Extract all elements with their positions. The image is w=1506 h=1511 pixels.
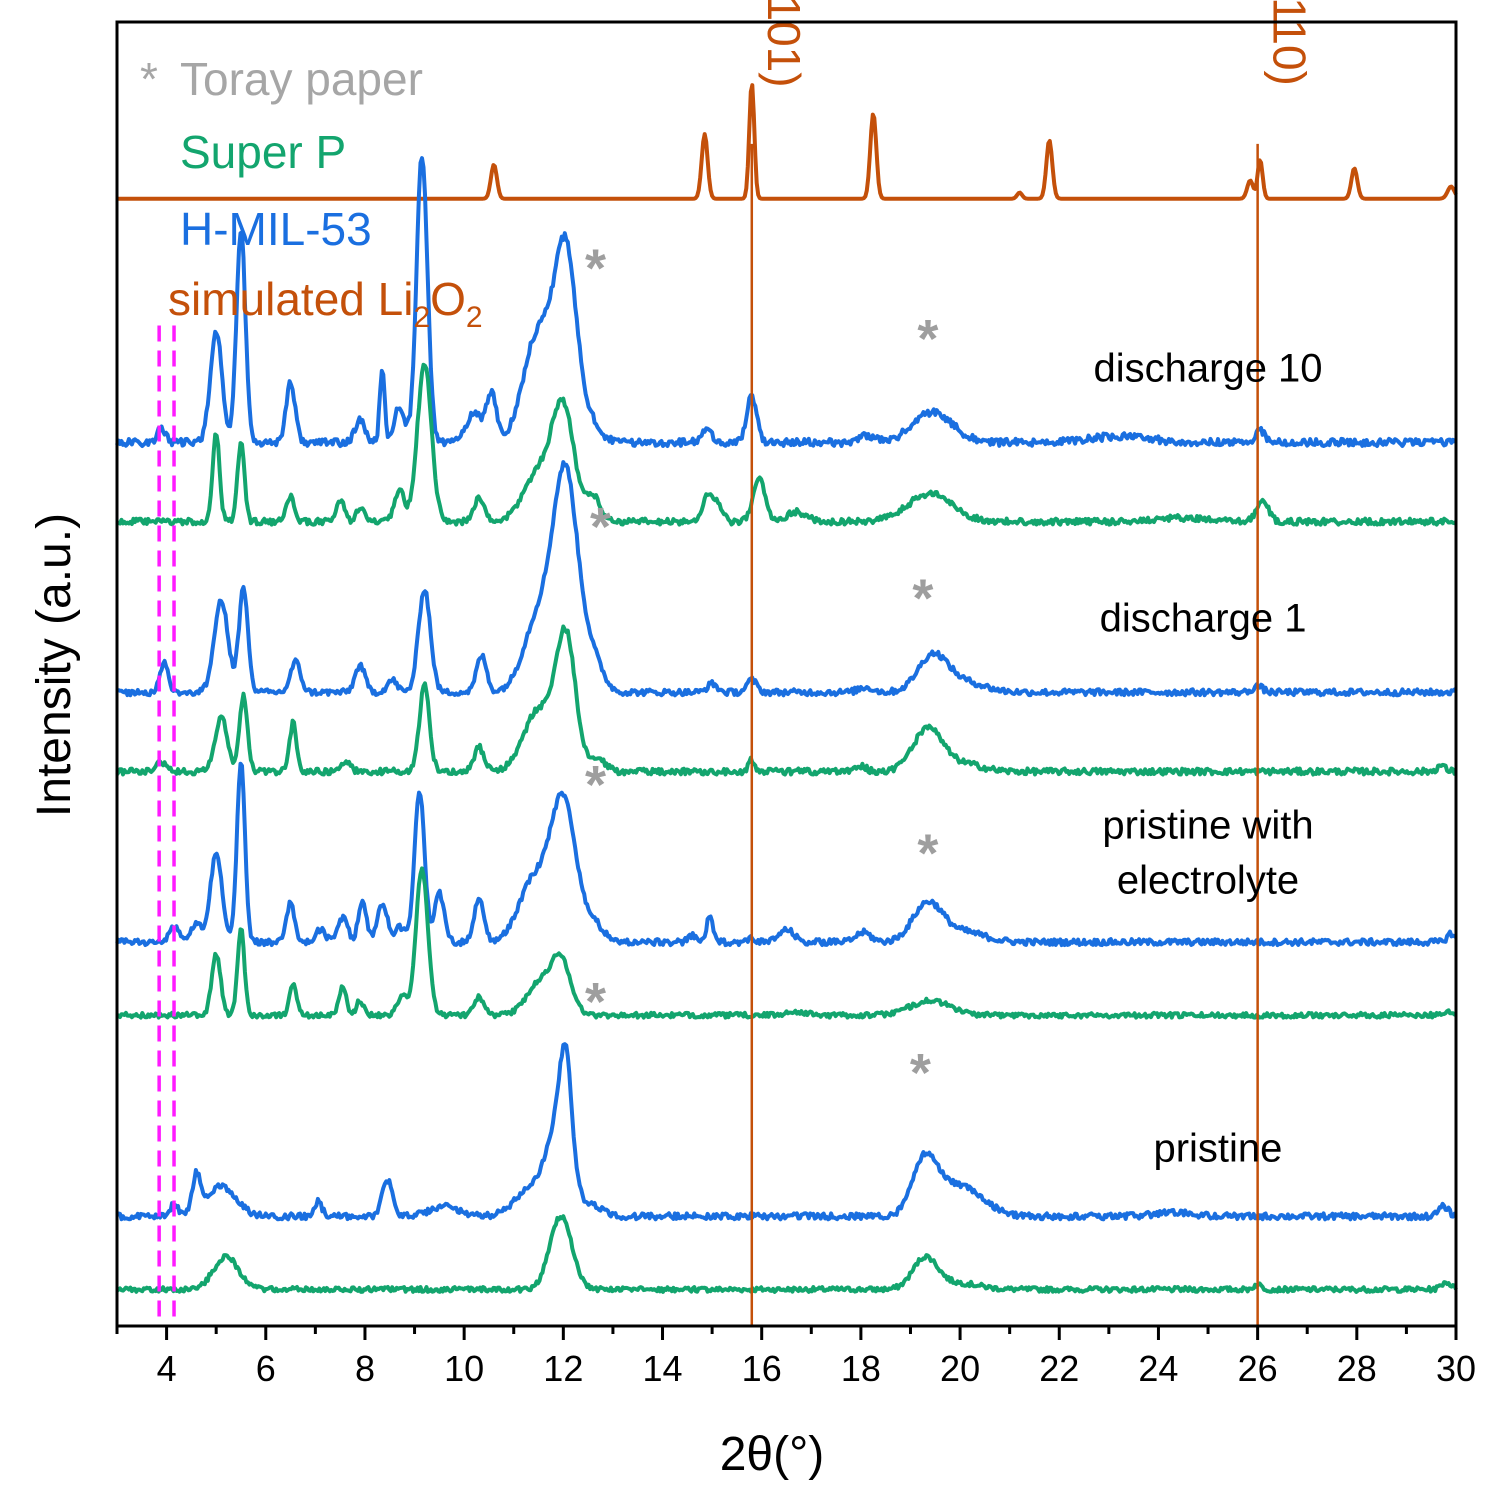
x-tick-label: 18 xyxy=(841,1348,881,1389)
series-line-1 xyxy=(115,156,1458,449)
legend-li2o2-sub1: 2 xyxy=(413,301,430,334)
toray-marker-2: * xyxy=(590,497,611,557)
toray-marker-0: * xyxy=(585,238,606,298)
x-tick-label: 6 xyxy=(256,1348,276,1389)
x-axis-title: 2θ(°) xyxy=(720,1428,825,1481)
x-tick-label: 4 xyxy=(157,1348,177,1389)
legend-toray-paper: Toray paper xyxy=(180,53,423,105)
legend-li2o2-base: simulated Li xyxy=(168,273,413,325)
series-line-3 xyxy=(116,460,1458,698)
sample-label-0: discharge 10 xyxy=(1094,347,1323,391)
x-tick-label: 12 xyxy=(543,1348,583,1389)
sample-label-3: electrolyte xyxy=(1117,858,1299,902)
annotations-layer: discharge 10 discharge 1 pristine with elec… xyxy=(585,238,1322,1170)
plot-frame xyxy=(115,20,1458,1328)
x-tick-label: 8 xyxy=(355,1348,375,1389)
x-tick-label: 22 xyxy=(1039,1348,1079,1389)
series-line-0 xyxy=(116,83,1458,201)
legend-super-p: Super P xyxy=(180,126,346,178)
reference-label-0: (101) xyxy=(758,0,810,88)
series-line-2 xyxy=(115,362,1458,527)
toray-marker-4: * xyxy=(585,755,606,815)
x-axis-ticks: 4 6 8 10 12 14 16 18 20 22 24 26 28 30 xyxy=(115,1326,1476,1389)
series-line-4 xyxy=(115,624,1458,777)
toray-marker-5: * xyxy=(917,823,938,883)
legend-simulated-li2o2: simulated Li2O2 xyxy=(168,273,483,334)
toray-marker-1: * xyxy=(917,309,938,369)
legend-li2o2-mid: O xyxy=(430,273,466,325)
series-line-7 xyxy=(116,1042,1458,1222)
series-line-5 xyxy=(115,761,1458,948)
toray-marker-3: * xyxy=(912,569,933,629)
legend-h-mil-53: H-MIL-53 xyxy=(180,203,372,255)
y-axis-title: Intensity (a.u.) xyxy=(28,513,81,817)
sample-label-2: pristine with xyxy=(1102,804,1313,848)
series-line-8 xyxy=(115,1214,1458,1294)
x-tick-label: 14 xyxy=(642,1348,682,1389)
series-line-6 xyxy=(115,866,1457,1020)
toray-marker-6: * xyxy=(585,972,606,1032)
x-tick-label: 28 xyxy=(1337,1348,1377,1389)
toray-marker-7: * xyxy=(910,1043,931,1103)
x-tick-label: 10 xyxy=(444,1348,484,1389)
legend-li2o2-sub2: 2 xyxy=(466,301,483,334)
x-tick-label: 26 xyxy=(1238,1348,1278,1389)
legend: * Toray paper Super P H-MIL-53 simulated… xyxy=(140,53,483,334)
reference-lines-layer: (101) (110) xyxy=(750,0,1316,1326)
sample-label-1: discharge 1 xyxy=(1100,596,1307,640)
legend-toray-marker: * xyxy=(140,53,158,105)
reference-label-1: (110) xyxy=(1264,0,1316,86)
marker-lines-layer xyxy=(157,325,176,1326)
x-tick-label: 20 xyxy=(940,1348,980,1389)
x-tick-label: 30 xyxy=(1436,1348,1476,1389)
curves-layer xyxy=(115,83,1458,1294)
x-tick-label: 24 xyxy=(1138,1348,1178,1389)
sample-label-4: pristine xyxy=(1153,1126,1282,1170)
x-tick-label: 16 xyxy=(742,1348,782,1389)
